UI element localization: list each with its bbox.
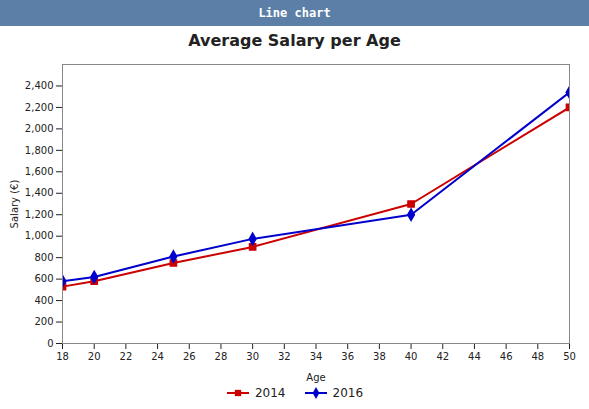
- svg-text:30: 30: [246, 351, 259, 362]
- svg-text:400: 400: [34, 295, 53, 306]
- svg-text:1,800: 1,800: [25, 145, 54, 156]
- svg-text:22: 22: [120, 351, 133, 362]
- svg-text:36: 36: [341, 351, 354, 362]
- html-text:Average Salary per Age: Average Salary per Age: [188, 31, 401, 50]
- svg-text:18: 18: [56, 351, 69, 362]
- svg-text:46: 46: [500, 351, 513, 362]
- svg-text:44: 44: [468, 351, 481, 362]
- svg-text:40: 40: [405, 351, 418, 362]
- svg-text:42: 42: [436, 351, 449, 362]
- svg-text:600: 600: [34, 273, 53, 284]
- svg-text:26: 26: [183, 351, 196, 362]
- svg-text:1,600: 1,600: [25, 166, 54, 177]
- svg-text:2,400: 2,400: [25, 80, 54, 91]
- svg-text:1,000: 1,000: [25, 230, 54, 241]
- svg-text:2,200: 2,200: [25, 102, 54, 113]
- html-text:2016: 2016: [332, 386, 363, 400]
- svg-text:38: 38: [373, 351, 386, 362]
- svg-text:200: 200: [34, 316, 53, 327]
- svg-text:0: 0: [47, 338, 53, 349]
- svg-text:32: 32: [278, 351, 291, 362]
- html-text:2014: 2014: [255, 386, 286, 400]
- svg-text:800: 800: [34, 252, 53, 263]
- html-text:Line chart: Line chart: [258, 6, 331, 20]
- svg-text:28: 28: [215, 351, 228, 362]
- svg-text:1,400: 1,400: [25, 187, 54, 198]
- svg-text:2,000: 2,000: [25, 123, 54, 134]
- svg-text:50: 50: [563, 351, 576, 362]
- svg-text:Age: Age: [306, 372, 325, 383]
- svg-text:24: 24: [151, 351, 164, 362]
- svg-text:48: 48: [531, 351, 544, 362]
- svg-text:Salary (€): Salary (€): [9, 180, 20, 229]
- svg-text:20: 20: [88, 351, 101, 362]
- svg-text:34: 34: [310, 351, 323, 362]
- svg-text:1,200: 1,200: [25, 209, 54, 220]
